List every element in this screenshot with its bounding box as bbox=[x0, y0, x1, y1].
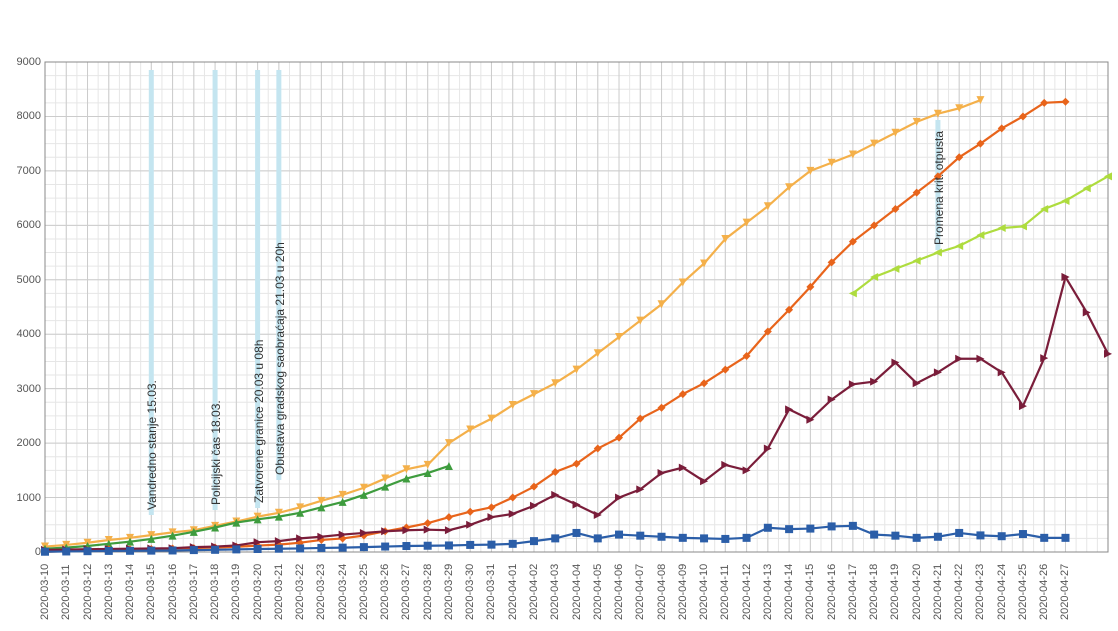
x-tick-label: 2020-04-01 bbox=[507, 564, 519, 620]
annotation-text: Promena krit. otpusta bbox=[932, 131, 946, 245]
x-tick-label: 2020-03-15 bbox=[145, 564, 157, 620]
y-tick-label: 1000 bbox=[17, 492, 41, 504]
x-tick-label: 2020-03-29 bbox=[443, 564, 455, 620]
x-tick-label: 2020-03-26 bbox=[379, 564, 391, 620]
x-tick-label: 2020-04-08 bbox=[656, 564, 668, 620]
x-tick-label: 2020-04-04 bbox=[571, 564, 583, 620]
chart-container: Procena broja stvarno zaraženih i broj p… bbox=[0, 0, 1118, 631]
x-tick-label: 2020-04-05 bbox=[592, 564, 604, 620]
x-tick-label: 2020-04-20 bbox=[911, 564, 923, 620]
x-tick-label: 2020-04-16 bbox=[826, 564, 838, 620]
x-tick-label: 2020-04-02 bbox=[528, 564, 540, 620]
x-tick-label: 2020-04-24 bbox=[996, 564, 1008, 620]
y-tick-label: 3000 bbox=[17, 383, 41, 395]
x-tick-label: 2020-03-28 bbox=[422, 564, 434, 620]
x-tick-label: 2020-03-30 bbox=[464, 564, 476, 620]
annotation-text: Obustava gradskog saobraćaja 21.03 u 20h bbox=[273, 242, 287, 475]
x-tick-label: 2020-04-18 bbox=[868, 564, 880, 620]
x-tick-label: 2020-03-10 bbox=[39, 564, 51, 620]
x-tick-label: 2020-04-19 bbox=[889, 564, 901, 620]
x-tick-label: 2020-03-22 bbox=[294, 564, 306, 620]
annotation-text: Vandredno stanje 15.03. bbox=[145, 380, 159, 510]
x-tick-label: 2020-04-23 bbox=[974, 564, 986, 620]
x-tick-label: 2020-03-17 bbox=[188, 564, 200, 620]
chart-plot bbox=[0, 0, 1118, 631]
x-tick-label: 2020-04-21 bbox=[932, 564, 944, 620]
y-tick-label: 6000 bbox=[17, 219, 41, 231]
x-tick-label: 2020-04-27 bbox=[1059, 564, 1071, 620]
x-tick-label: 2020-04-14 bbox=[783, 564, 795, 620]
annotation-text: Zatvorene granice 20.03 u 08h bbox=[252, 340, 266, 503]
x-tick-label: 2020-04-17 bbox=[847, 564, 859, 620]
x-tick-label: 2020-03-18 bbox=[209, 564, 221, 620]
x-tick-label: 2020-03-24 bbox=[337, 564, 349, 620]
y-tick-label: 7000 bbox=[17, 165, 41, 177]
x-tick-label: 2020-03-13 bbox=[103, 564, 115, 620]
x-tick-label: 2020-03-20 bbox=[252, 564, 264, 620]
y-tick-label: 8000 bbox=[17, 110, 41, 122]
x-tick-label: 2020-03-11 bbox=[60, 565, 72, 620]
y-tick-label: 2000 bbox=[17, 437, 41, 449]
x-tick-label: 2020-04-12 bbox=[741, 564, 753, 620]
y-tick-label: 9000 bbox=[17, 56, 41, 68]
x-tick-label: 2020-04-06 bbox=[613, 564, 625, 620]
y-tick-label: 0 bbox=[35, 546, 41, 558]
x-tick-label: 2020-04-03 bbox=[549, 564, 561, 620]
x-tick-label: 2020-04-22 bbox=[953, 564, 965, 620]
x-tick-label: 2020-03-31 bbox=[485, 564, 497, 620]
x-tick-label: 2020-03-14 bbox=[124, 564, 136, 620]
x-tick-label: 2020-03-21 bbox=[273, 564, 285, 620]
x-tick-label: 2020-03-12 bbox=[82, 564, 94, 620]
x-tick-label: 2020-04-15 bbox=[804, 564, 816, 620]
x-tick-label: 2020-03-25 bbox=[358, 564, 370, 620]
x-tick-label: 2020-04-10 bbox=[698, 564, 710, 620]
x-tick-label: 2020-03-27 bbox=[400, 564, 412, 620]
x-tick-label: 2020-04-07 bbox=[634, 564, 646, 620]
x-tick-label: 2020-03-19 bbox=[230, 564, 242, 620]
x-tick-label: 2020-04-26 bbox=[1038, 564, 1050, 620]
x-tick-label: 2020-04-09 bbox=[677, 564, 689, 620]
x-tick-label: 2020-03-23 bbox=[315, 564, 327, 620]
x-tick-label: 2020-04-13 bbox=[762, 564, 774, 620]
y-tick-label: 5000 bbox=[17, 274, 41, 286]
x-tick-label: 2020-03-16 bbox=[167, 564, 179, 620]
annotation-text: Policijski čas 18.03. bbox=[209, 400, 223, 505]
x-tick-label: 2020-04-25 bbox=[1017, 564, 1029, 620]
y-tick-label: 4000 bbox=[17, 328, 41, 340]
x-tick-label: 2020-04-11 bbox=[719, 565, 731, 620]
